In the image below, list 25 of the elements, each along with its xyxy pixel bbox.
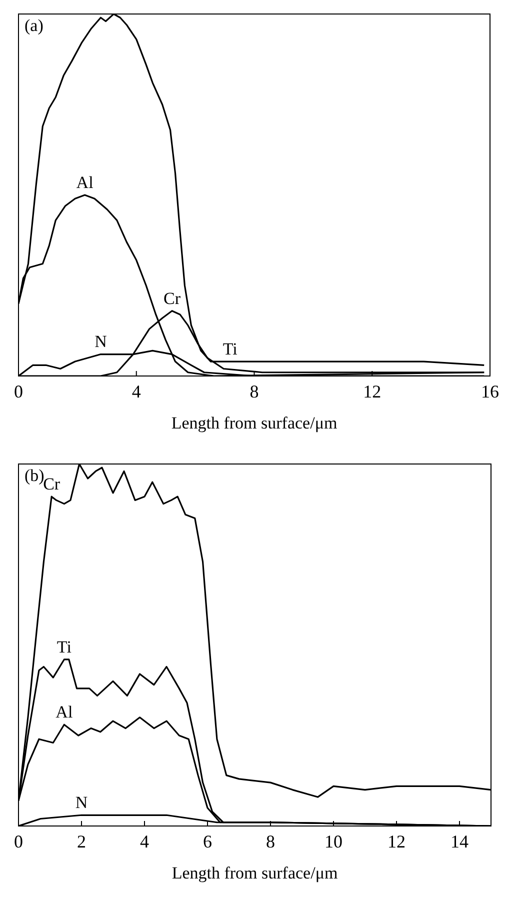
x-tick-label: 8: [266, 832, 275, 852]
series-label: Al: [76, 172, 94, 192]
series-label: N: [75, 793, 88, 812]
annotation: (b): [24, 466, 44, 485]
x-tick-label: 0: [14, 832, 23, 852]
series-label: N: [94, 332, 107, 352]
x-tick-label: 8: [250, 382, 259, 402]
x-tick-label: 6: [203, 832, 212, 852]
series-label: Cr: [43, 474, 60, 494]
x-tick-label: 2: [77, 832, 86, 852]
x-tick-label: 14: [450, 832, 468, 852]
x-tick-label: 12: [363, 382, 382, 402]
x-axis-title: Length from surface/μm: [172, 863, 338, 882]
series-label: Ti: [222, 339, 238, 358]
x-tick-label: 16: [481, 382, 499, 402]
x-axis-title: Length from surface/μm: [171, 413, 338, 432]
series-label: Ti: [56, 637, 72, 656]
x-tick-label: 10: [324, 832, 342, 852]
x-tick-label: 12: [388, 832, 406, 852]
annotation: (a): [24, 16, 44, 35]
x-tick-label: 0: [14, 382, 23, 402]
x-tick-label: 4: [140, 832, 149, 852]
x-tick-label: 4: [132, 382, 141, 402]
series-label: Al: [56, 702, 73, 722]
series-label: Cr: [164, 288, 181, 308]
